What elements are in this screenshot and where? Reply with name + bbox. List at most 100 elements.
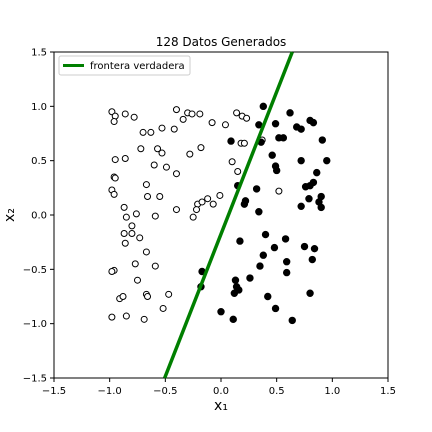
data-point-filled	[240, 200, 249, 208]
legend-box	[58, 55, 191, 76]
data-point-filled	[318, 136, 327, 144]
data-point-open	[137, 145, 145, 153]
data-point-open	[151, 212, 159, 220]
data-point-open	[193, 206, 201, 214]
data-point-filled	[217, 308, 225, 316]
data-point-filled	[281, 235, 290, 243]
data-point-open	[165, 290, 173, 298]
data-point-filled	[264, 292, 272, 301]
data-point-open	[228, 158, 236, 166]
plot-frame	[53, 51, 389, 379]
data-point-open	[162, 163, 170, 171]
data-point-open	[140, 315, 148, 323]
data-point-open	[156, 193, 164, 201]
x-tick-label: −0.5	[153, 386, 177, 397]
data-point-open	[132, 210, 140, 218]
data-point-open	[154, 145, 162, 153]
data-point-filled	[300, 242, 309, 251]
data-point-filled	[297, 202, 305, 211]
y-tick-label: −1.5	[23, 374, 47, 385]
data-point-filled	[246, 274, 254, 282]
data-point-open	[234, 168, 242, 176]
y-tick-label: −0.5	[23, 265, 47, 276]
data-point-open	[275, 187, 283, 195]
data-point-open	[121, 239, 129, 247]
x-axis-label: x₁	[214, 398, 228, 414]
data-point-open	[216, 191, 224, 199]
x-tick-label: −1.0	[98, 386, 122, 397]
data-point-open	[172, 106, 180, 114]
data-point-open	[150, 161, 158, 169]
boundary-line	[163, 51, 294, 379]
data-point-filled	[305, 195, 313, 203]
data-point-filled	[268, 151, 276, 159]
data-point-open	[179, 115, 187, 123]
data-point-open	[147, 128, 155, 136]
data-point-open	[121, 154, 129, 162]
data-point-filled	[306, 289, 314, 297]
data-point-filled	[309, 118, 318, 127]
data-point-open	[122, 213, 130, 221]
data-point-open	[142, 248, 150, 256]
data-point-open	[121, 110, 129, 118]
data-point-open	[186, 150, 194, 158]
data-point-open	[209, 200, 217, 208]
data-point-open	[130, 113, 138, 121]
data-point-open	[159, 304, 167, 312]
data-point-filled	[235, 286, 243, 294]
data-point-open	[110, 190, 118, 198]
x-tick-label: −1.5	[42, 386, 66, 397]
data-point-open	[108, 268, 116, 276]
data-point-open	[144, 293, 152, 300]
data-point-filled	[310, 244, 319, 253]
data-point-filled	[272, 166, 281, 175]
data-point-filled	[282, 258, 291, 266]
data-point-open	[134, 276, 141, 284]
data-point-open	[196, 110, 204, 118]
data-point-filled	[256, 262, 264, 270]
data-point-filled	[323, 156, 331, 165]
data-points	[108, 102, 331, 325]
y-axis-label: x₂	[2, 208, 18, 222]
data-point-open	[122, 312, 130, 320]
data-point-open	[188, 110, 196, 118]
data-point-open	[198, 198, 206, 206]
data-point-open	[108, 313, 116, 321]
data-point-filled	[231, 276, 240, 284]
data-point-filled	[313, 168, 321, 177]
data-point-open	[172, 170, 180, 178]
x-tick-label: 0.5	[269, 386, 285, 397]
data-point-open	[128, 229, 136, 237]
data-point-open	[170, 125, 178, 133]
x-axis-ticks: −1.5 −1.0 −0.5 0.0 0.5 1.0 1.5	[42, 378, 396, 397]
y-tick-label: 0.5	[31, 156, 47, 167]
data-point-filled	[308, 255, 316, 264]
data-point-filled	[259, 102, 268, 111]
data-point-filled	[286, 109, 294, 117]
data-point-filled	[270, 243, 279, 252]
data-point-filled	[252, 185, 261, 193]
data-point-open	[158, 124, 166, 132]
legend: frontera verdadera	[58, 55, 191, 76]
data-point-open	[240, 139, 248, 147]
data-point-filled	[227, 137, 235, 145]
data-point-open	[120, 229, 128, 237]
data-point-open	[128, 222, 136, 230]
data-point-open	[111, 156, 119, 164]
data-point-open	[136, 234, 144, 242]
data-point-open	[233, 109, 241, 117]
chart-title: 128 Datos Generados	[156, 35, 287, 49]
data-point-filled	[288, 316, 296, 325]
data-point-open	[110, 118, 118, 126]
data-point-open	[139, 128, 147, 136]
data-point-open	[151, 262, 159, 270]
data-point-filled	[229, 315, 237, 324]
data-point-filled	[282, 268, 291, 277]
data-point-open	[144, 193, 152, 201]
x-tick-label: 1.5	[380, 386, 396, 397]
data-point-filled	[271, 304, 280, 313]
y-tick-label: 0.0	[31, 211, 47, 222]
data-point-open	[111, 174, 119, 182]
y-tick-label: 1.5	[31, 48, 47, 59]
